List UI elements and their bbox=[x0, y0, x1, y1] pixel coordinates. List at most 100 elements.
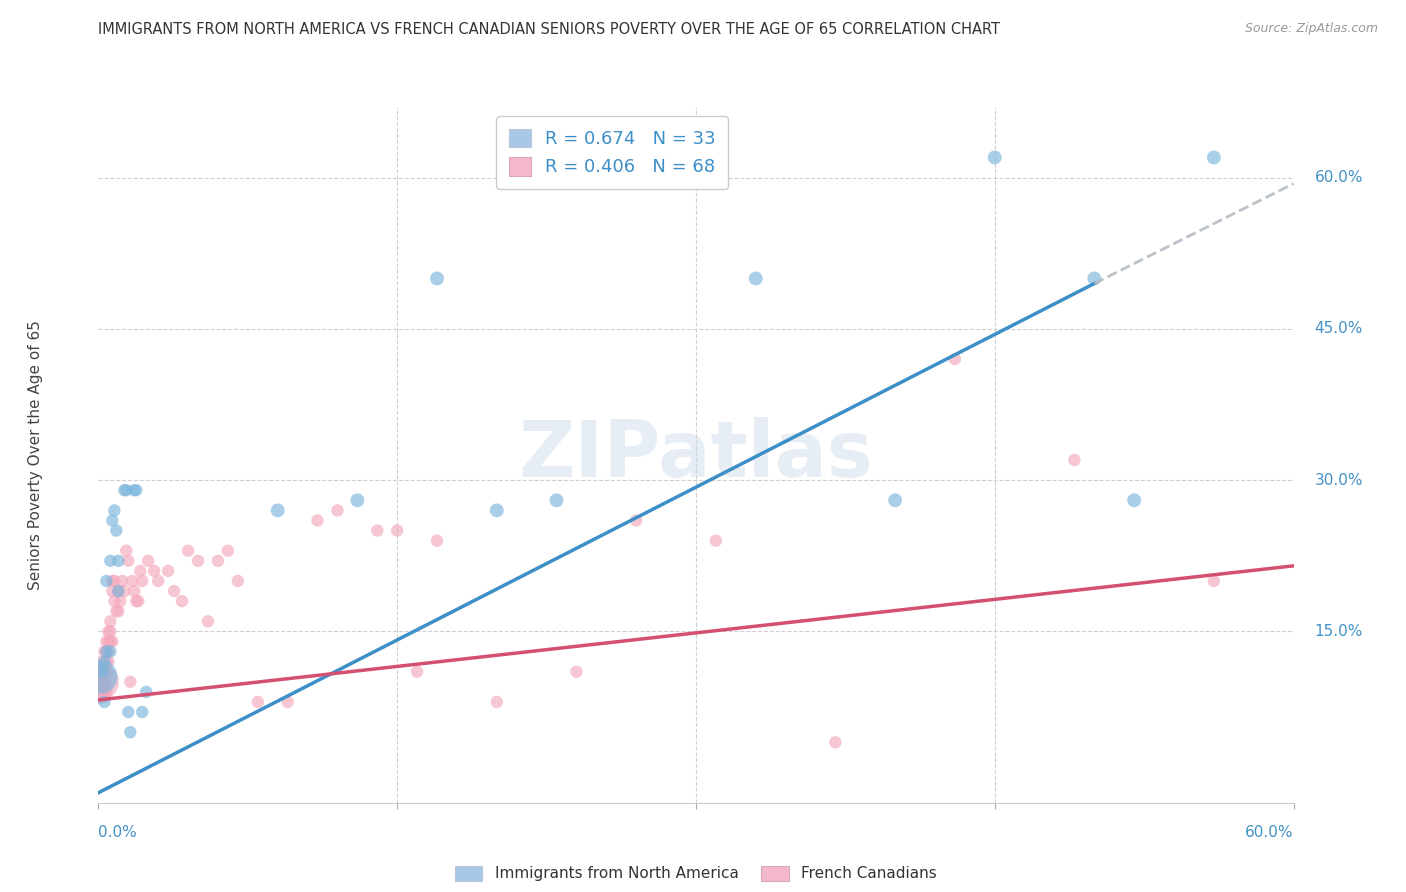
Point bbox=[89, 670, 111, 684]
Text: Seniors Poverty Over the Age of 65: Seniors Poverty Over the Age of 65 bbox=[28, 320, 42, 590]
Point bbox=[96, 655, 118, 669]
Point bbox=[267, 503, 290, 517]
Point bbox=[93, 685, 115, 699]
Point bbox=[307, 513, 329, 527]
Point bbox=[565, 665, 588, 679]
Point bbox=[136, 554, 159, 568]
Point bbox=[103, 594, 125, 608]
Point bbox=[1083, 271, 1105, 285]
Point bbox=[1123, 493, 1146, 508]
Point bbox=[1063, 453, 1085, 467]
Point bbox=[97, 655, 120, 669]
Point bbox=[426, 533, 449, 548]
Point bbox=[98, 644, 122, 658]
Point bbox=[124, 483, 146, 498]
Point bbox=[110, 594, 132, 608]
Point bbox=[101, 574, 124, 588]
Text: 15.0%: 15.0% bbox=[1315, 624, 1362, 639]
Point bbox=[101, 584, 124, 599]
Point bbox=[624, 151, 647, 165]
Text: 60.0%: 60.0% bbox=[1315, 170, 1362, 186]
Text: 45.0%: 45.0% bbox=[1315, 321, 1362, 336]
Point bbox=[91, 674, 114, 689]
Point bbox=[120, 725, 142, 739]
Point bbox=[131, 705, 153, 719]
Point bbox=[125, 594, 148, 608]
Text: ZIPatlas: ZIPatlas bbox=[519, 417, 873, 493]
Point bbox=[157, 564, 180, 578]
Point bbox=[485, 695, 508, 709]
Point bbox=[217, 543, 239, 558]
Point bbox=[98, 615, 122, 629]
Point bbox=[177, 543, 200, 558]
Point bbox=[127, 594, 149, 608]
Point bbox=[101, 513, 124, 527]
Point bbox=[89, 674, 111, 689]
Point bbox=[93, 644, 115, 658]
Point bbox=[98, 624, 122, 639]
Point bbox=[326, 503, 349, 517]
Point bbox=[98, 634, 122, 648]
Text: 30.0%: 30.0% bbox=[1315, 473, 1362, 488]
Point bbox=[96, 574, 118, 588]
Point bbox=[117, 554, 139, 568]
Point bbox=[98, 554, 122, 568]
Point bbox=[135, 685, 157, 699]
Point bbox=[824, 735, 846, 749]
Point bbox=[704, 533, 727, 548]
Point bbox=[546, 493, 568, 508]
Point bbox=[97, 624, 120, 639]
Point bbox=[884, 493, 907, 508]
Point bbox=[1202, 151, 1225, 165]
Point bbox=[112, 584, 135, 599]
Point bbox=[943, 352, 966, 367]
Point bbox=[131, 574, 153, 588]
Point bbox=[366, 524, 388, 538]
Point bbox=[143, 564, 166, 578]
Point bbox=[172, 594, 194, 608]
Point bbox=[107, 554, 129, 568]
Point bbox=[226, 574, 249, 588]
Point bbox=[93, 695, 115, 709]
Point bbox=[148, 574, 170, 588]
Point bbox=[187, 554, 209, 568]
Point bbox=[93, 665, 115, 679]
Point bbox=[207, 554, 229, 568]
Point bbox=[107, 604, 129, 618]
Point bbox=[105, 524, 128, 538]
Point bbox=[93, 674, 115, 689]
Point bbox=[96, 665, 118, 679]
Point bbox=[197, 615, 219, 629]
Point bbox=[91, 685, 114, 699]
Point bbox=[107, 584, 129, 599]
Point bbox=[101, 634, 124, 648]
Point bbox=[97, 634, 120, 648]
Point bbox=[745, 271, 768, 285]
Point bbox=[485, 503, 508, 517]
Point bbox=[125, 483, 148, 498]
Point bbox=[96, 644, 118, 658]
Point bbox=[983, 151, 1005, 165]
Point bbox=[103, 503, 125, 517]
Point bbox=[103, 574, 125, 588]
Point bbox=[120, 674, 142, 689]
Point bbox=[91, 655, 114, 669]
Point bbox=[96, 644, 118, 658]
Point bbox=[426, 271, 449, 285]
Point bbox=[117, 705, 139, 719]
Point bbox=[124, 584, 146, 599]
Point bbox=[111, 574, 134, 588]
Point bbox=[91, 665, 114, 679]
Point bbox=[129, 564, 152, 578]
Text: 60.0%: 60.0% bbox=[1246, 825, 1294, 840]
Point bbox=[163, 584, 186, 599]
Point bbox=[406, 665, 429, 679]
Point bbox=[115, 543, 138, 558]
Point bbox=[385, 524, 409, 538]
Text: 0.0%: 0.0% bbox=[98, 825, 138, 840]
Point bbox=[93, 655, 115, 669]
Point bbox=[96, 634, 118, 648]
Point bbox=[246, 695, 269, 709]
Point bbox=[1202, 574, 1225, 588]
Point bbox=[97, 644, 120, 658]
